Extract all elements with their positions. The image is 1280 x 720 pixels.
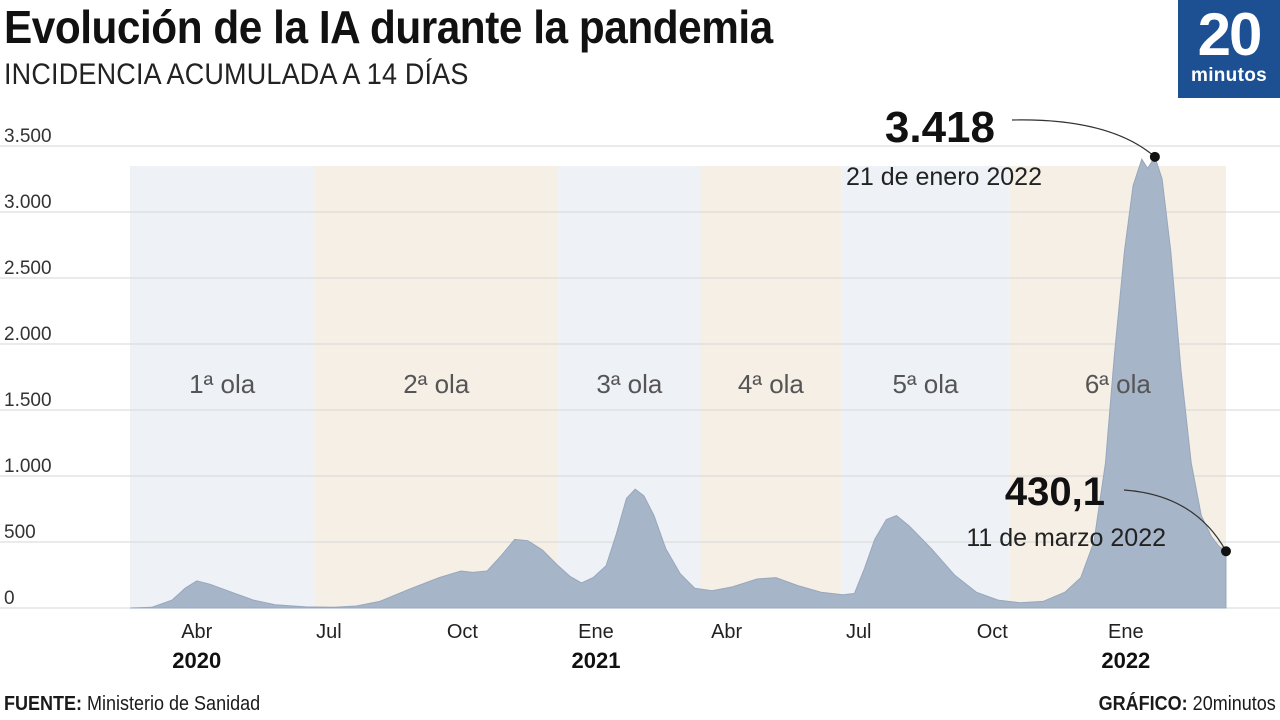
wave-label-2: 2ª ola — [403, 369, 470, 399]
y-tick-label: 500 — [4, 522, 36, 543]
peak-marker — [1149, 151, 1160, 162]
x-tick-label: Oct — [977, 621, 1009, 643]
x-tick-label: Abr — [711, 621, 742, 643]
last-value-label: 430,1 — [1005, 470, 1105, 514]
source-label: FUENTE: — [4, 693, 83, 715]
y-tick-label: 1.500 — [4, 390, 52, 411]
incidence-area — [129, 155, 1227, 609]
wave-band-4 — [700, 166, 842, 608]
wave-label-4: 4ª ola — [738, 369, 805, 399]
x-tick-label: Oct — [447, 621, 479, 643]
peak-date-label: 21 de enero 2022 — [846, 163, 1042, 191]
last-leader-line — [1123, 489, 1227, 552]
logo-number: 20 — [1197, 1, 1263, 68]
wave-label-6: 6ª ola — [1085, 369, 1152, 399]
wave-band-1 — [130, 166, 315, 608]
x-year-label: 2021 — [572, 648, 621, 673]
brand-logo: 20 minutos — [1178, 0, 1280, 98]
x-tick-label: Jul — [316, 621, 342, 643]
x-tick-label: Jul — [846, 621, 872, 643]
x-year-label: 2020 — [172, 648, 221, 673]
logo-word: minutos — [1191, 65, 1267, 86]
wave-label-1: 1ª ola — [189, 369, 256, 399]
x-tick-label: Abr — [181, 621, 212, 643]
wave-label-3: 3ª ola — [596, 369, 663, 399]
last-marker — [1221, 546, 1231, 557]
y-tick-label: 2.500 — [4, 258, 52, 279]
graphic-label: GRÁFICO: — [1098, 693, 1188, 715]
y-tick-label: 0 — [4, 588, 15, 609]
credit-note: GRÁFICO: 20minutos — [1099, 693, 1276, 716]
source-note: FUENTE: Ministerio de Sanidad — [4, 693, 260, 716]
last-date-label: 11 de marzo 2022 — [966, 524, 1166, 552]
wave-band-2 — [314, 166, 559, 608]
graphic-value: 20minutos — [1192, 693, 1276, 715]
x-tick-label: Ene — [578, 621, 614, 643]
peak-leader-line — [1011, 119, 1156, 158]
y-tick-label: 1.000 — [4, 456, 52, 477]
wave-band-5 — [841, 166, 1010, 608]
y-tick-label: 3.500 — [4, 126, 52, 147]
chart-subtitle: INCIDENCIA ACUMULADA A 14 DÍAS — [4, 58, 469, 91]
source-value: Ministerio de Sanidad — [87, 693, 261, 715]
chart-title: Evolución de la IA durante la pandemia — [4, 1, 773, 53]
x-year-label: 2022 — [1101, 648, 1150, 673]
peak-value-label: 3.418 — [885, 103, 995, 152]
y-tick-label: 3.000 — [4, 192, 52, 213]
wave-label-5: 5ª ola — [892, 369, 959, 399]
y-tick-label: 2.000 — [4, 324, 52, 345]
x-tick-label: Ene — [1108, 621, 1144, 643]
